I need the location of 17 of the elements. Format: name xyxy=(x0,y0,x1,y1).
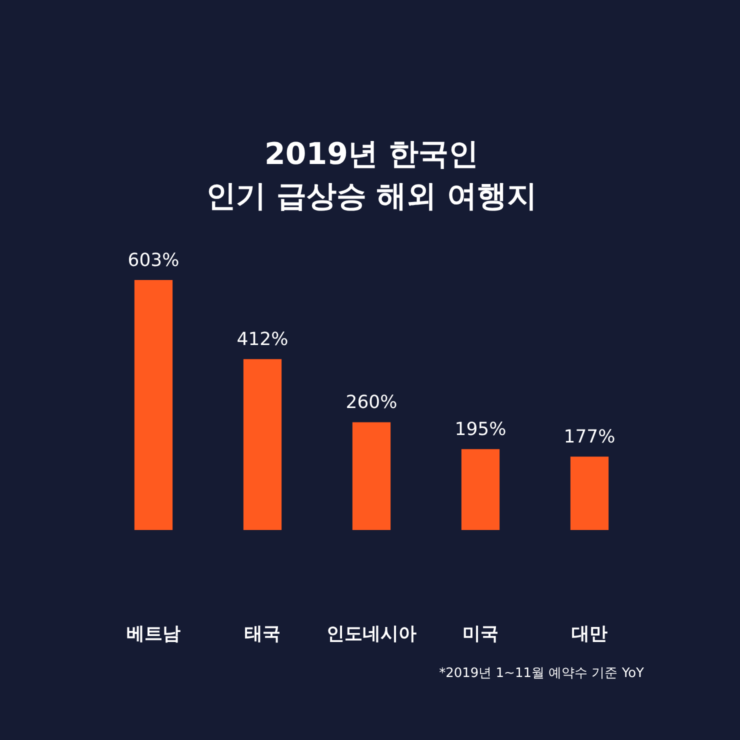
x-tick-label: 미국 xyxy=(462,624,498,644)
x-tick-label: 베트남 xyxy=(126,624,180,644)
data-label: 412% xyxy=(236,329,288,350)
data-label: 177% xyxy=(564,426,616,448)
bar xyxy=(243,359,282,530)
data-label: 260% xyxy=(346,392,398,414)
data-label: 195% xyxy=(454,419,506,440)
x-tick-label: 인도네시아 xyxy=(326,624,416,644)
chart-title: 2019년 한국인 인기 급상승 해외 여행지 xyxy=(206,137,538,214)
bar xyxy=(461,449,500,530)
bar xyxy=(134,280,173,530)
x-tick-label: 태국 xyxy=(244,624,280,644)
bar xyxy=(352,422,391,530)
data-label: 603% xyxy=(128,250,180,271)
bar xyxy=(570,456,609,530)
text: *2019년 1~11월 예약수 기준 YoY xyxy=(439,666,644,681)
x-tick-label: 대만 xyxy=(572,624,608,644)
